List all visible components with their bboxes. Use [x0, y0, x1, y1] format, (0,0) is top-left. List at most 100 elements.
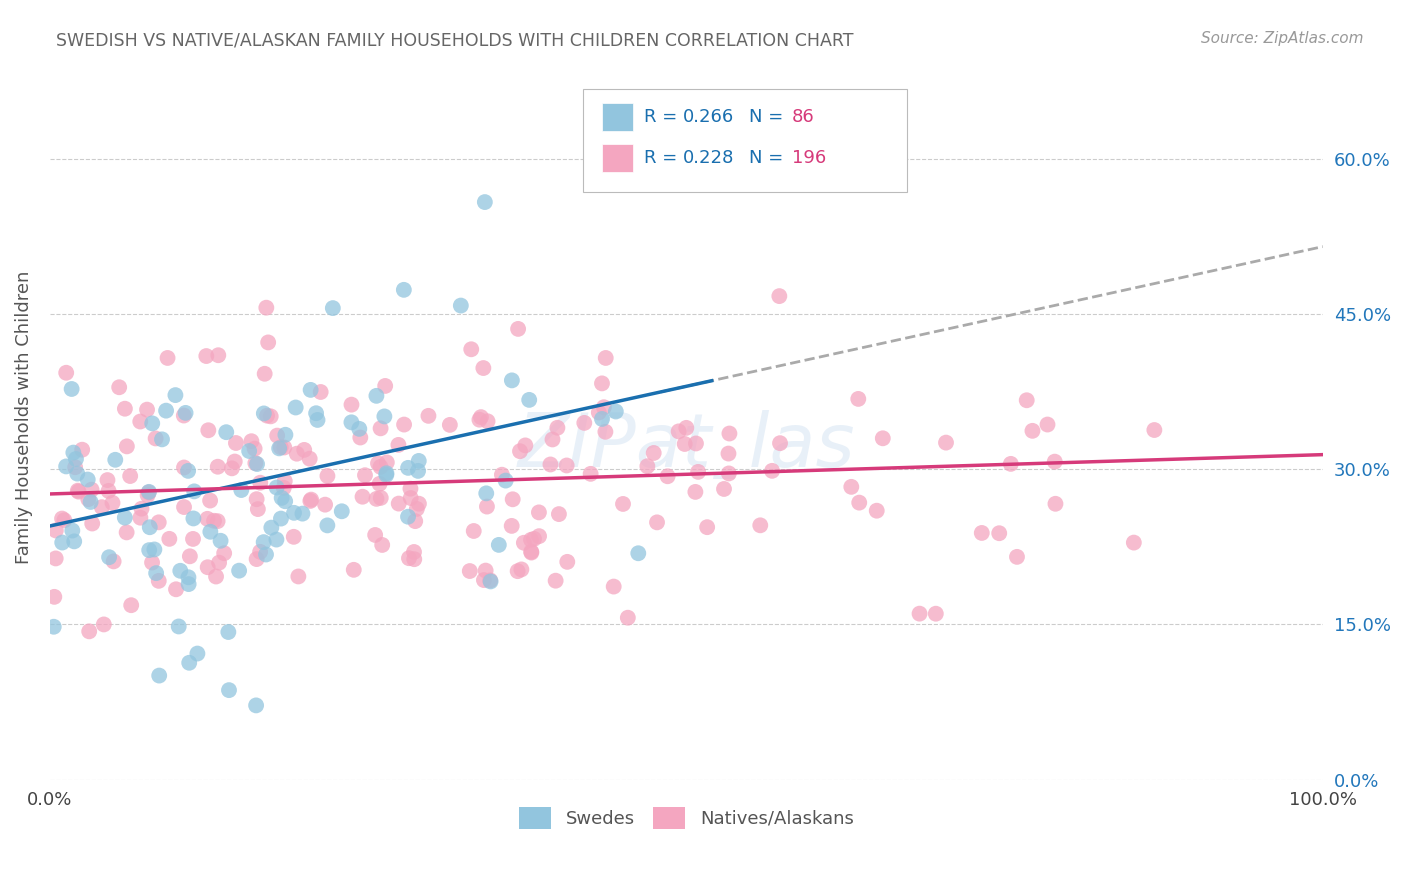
Point	[299, 383, 322, 397]
Point	[284, 401, 307, 415]
Point	[240, 434, 263, 449]
Point	[207, 459, 229, 474]
Point	[408, 454, 430, 468]
Point	[970, 525, 993, 540]
Point	[399, 491, 422, 505]
Point	[848, 495, 870, 509]
Point	[205, 569, 228, 583]
Point	[1045, 497, 1067, 511]
Point	[76, 473, 98, 487]
Point	[509, 444, 531, 458]
Point	[256, 409, 278, 423]
Point	[713, 482, 735, 496]
Point	[717, 467, 740, 481]
Point	[470, 410, 492, 425]
Point	[200, 524, 222, 539]
Point	[685, 436, 707, 450]
Point	[254, 548, 277, 562]
Point	[51, 535, 73, 549]
Point	[195, 349, 218, 363]
Point	[749, 518, 772, 533]
Point	[165, 582, 187, 597]
Point	[299, 492, 322, 507]
Point	[114, 401, 136, 416]
Point	[574, 416, 596, 430]
Point	[349, 422, 371, 436]
Text: 0.228: 0.228	[683, 149, 735, 167]
Point	[675, 421, 697, 435]
Point	[257, 335, 280, 350]
Point	[1000, 457, 1022, 471]
Point	[458, 564, 481, 578]
Point	[285, 447, 308, 461]
Point	[274, 474, 297, 488]
Point	[375, 455, 398, 469]
Point	[42, 620, 65, 634]
Point	[340, 415, 363, 429]
Point	[114, 510, 136, 524]
Point	[67, 484, 90, 499]
Point	[129, 415, 152, 429]
Point	[718, 426, 741, 441]
Point	[309, 384, 332, 399]
Point	[167, 619, 190, 633]
Point	[108, 380, 131, 394]
Point	[207, 348, 229, 362]
Point	[45, 551, 67, 566]
Point	[179, 656, 201, 670]
Point	[307, 413, 329, 427]
Point	[513, 535, 536, 549]
Point	[354, 468, 377, 483]
Point	[55, 459, 77, 474]
Point	[474, 564, 496, 578]
Point	[218, 683, 240, 698]
Point	[515, 438, 537, 452]
Point	[274, 427, 297, 442]
Point	[156, 351, 179, 365]
Point	[612, 497, 634, 511]
Point	[636, 459, 658, 474]
Point	[396, 461, 419, 475]
Point	[366, 389, 388, 403]
Point	[173, 409, 195, 423]
Point	[104, 452, 127, 467]
Point	[287, 569, 309, 583]
Point	[249, 545, 271, 559]
Point	[141, 417, 163, 431]
Point	[221, 461, 243, 475]
Point	[65, 452, 87, 467]
Point	[198, 493, 221, 508]
Point	[212, 546, 235, 560]
Point	[224, 454, 246, 468]
Point	[330, 504, 353, 518]
Text: R =: R =	[644, 108, 683, 126]
Point	[364, 528, 387, 542]
Point	[520, 545, 543, 559]
Point	[179, 549, 201, 564]
Point	[405, 501, 427, 516]
Point	[77, 624, 100, 639]
Point	[591, 412, 613, 426]
Point	[103, 554, 125, 568]
Point	[174, 406, 197, 420]
Point	[866, 504, 889, 518]
Point	[388, 497, 411, 511]
Point	[340, 398, 363, 412]
Text: ZIPatˍlas: ZIPatˍlas	[517, 410, 855, 483]
Point	[141, 556, 163, 570]
Point	[79, 495, 101, 509]
Point	[60, 524, 83, 538]
Point	[209, 533, 232, 548]
Point	[475, 500, 498, 514]
Point	[696, 520, 718, 534]
Point	[44, 590, 66, 604]
Point	[617, 610, 640, 624]
Point	[1036, 417, 1059, 432]
Point	[197, 512, 219, 526]
Point	[62, 445, 84, 459]
Point	[373, 409, 395, 424]
Point	[527, 529, 550, 543]
Point	[450, 299, 472, 313]
Legend: Swedes, Natives/Alaskans: Swedes, Natives/Alaskans	[512, 799, 860, 836]
Point	[231, 483, 253, 497]
